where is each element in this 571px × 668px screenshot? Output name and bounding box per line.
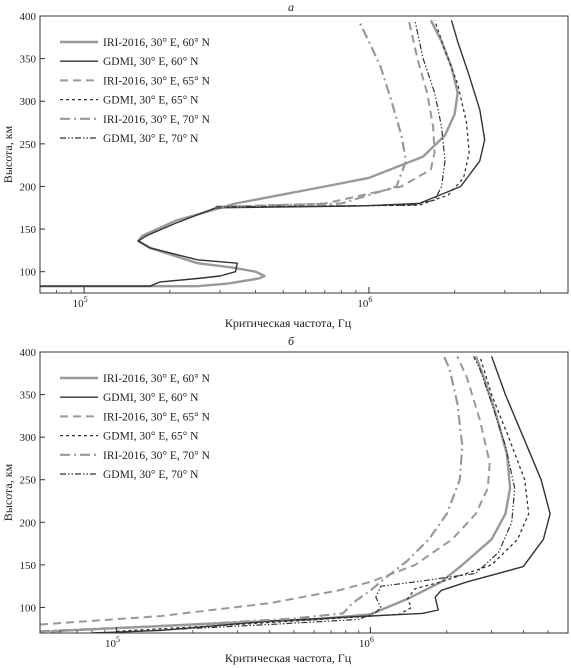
series-group	[40, 19, 486, 288]
legend-label-3: IRI-2016, 30° E, 65° N	[103, 75, 211, 87]
y-axis-title: Высота, км	[1, 463, 15, 521]
y-axis-title: Высота, км	[1, 125, 15, 183]
x-tick-label: 105	[73, 295, 88, 310]
y-tick-label: 150	[20, 560, 37, 572]
series-line-5	[40, 355, 464, 633]
y-tick-label: 150	[20, 224, 37, 236]
y-tick-label: 350	[20, 390, 37, 402]
x-tick-label: 106	[359, 635, 374, 650]
y-tick-label: 400	[20, 347, 37, 359]
legend-label-5: IRI-2016, 30° E, 70° N	[103, 450, 211, 462]
y-tick-label: 300	[20, 96, 37, 108]
x-tick-exponent: 5	[116, 635, 120, 644]
series-line-4	[116, 356, 530, 632]
x-tick-label: 105	[105, 635, 120, 650]
y-tick-label: 200	[20, 517, 37, 529]
series-line-3	[215, 20, 436, 208]
x-axis-title: Критическая частота, Гц	[225, 316, 352, 330]
series-line-1	[40, 19, 459, 288]
x-tick-exponent: 6	[370, 635, 374, 644]
x-axis-title: Критическая частота, Гц	[225, 651, 352, 665]
y-tick-label: 300	[20, 432, 37, 444]
legend-label-6: GDMI, 30° E, 70° N	[103, 133, 199, 145]
series-group	[40, 355, 551, 633]
plot-frame	[39, 15, 569, 294]
legend: IRI-2016, 30° E, 60° N GDMI, 30° E, 60° N…	[60, 373, 211, 481]
panel-label: б	[288, 334, 295, 348]
legend-label-4: GDMI, 30° E, 65° N	[103, 431, 199, 443]
legend: IRI-2016, 30° E, 60° N GDMI, 30° E, 60° N…	[60, 37, 211, 145]
x-tick-exponent: 5	[84, 295, 88, 304]
series-line-2	[91, 356, 551, 633]
y-tick-label: 400	[20, 11, 37, 23]
legend-label-1: IRI-2016, 30° E, 60° N	[103, 37, 211, 49]
series-line-6	[215, 20, 446, 208]
panel-label: а	[288, 0, 294, 14]
x-tick-label: 106	[357, 295, 372, 310]
x-tick-exponent: 6	[368, 295, 372, 304]
legend-label-5: IRI-2016, 30° E, 70° N	[103, 114, 211, 126]
chart-panel-1: 100 150 200 250 300 350 400 105 106 а Критическая …	[1, 0, 569, 330]
legend-label-4: GDMI, 30° E, 65° N	[103, 95, 199, 107]
chart-panel-2: 100 150 200 250 300 350 400 105 106 б Критическая …	[1, 334, 569, 665]
y-tick-label: 100	[20, 267, 37, 279]
plot-frame	[39, 351, 569, 634]
y-tick-label: 100	[20, 602, 37, 614]
series-line-4	[215, 20, 470, 208]
y-tick-label: 250	[20, 139, 37, 151]
legend-label-6: GDMI, 30° E, 70° N	[103, 469, 199, 481]
y-tick-label: 250	[20, 475, 37, 487]
legend-label-2: GDMI, 30° E, 60° N	[103, 56, 199, 68]
series-line-5	[215, 19, 408, 208]
legend-label-2: GDMI, 30° E, 60° N	[103, 392, 199, 404]
y-tick-label: 200	[20, 181, 37, 193]
legend-label-1: IRI-2016, 30° E, 60° N	[103, 373, 211, 385]
legend-label-3: IRI-2016, 30° E, 65° N	[103, 411, 211, 423]
y-tick-label: 350	[20, 54, 37, 66]
series-line-2	[40, 20, 486, 287]
